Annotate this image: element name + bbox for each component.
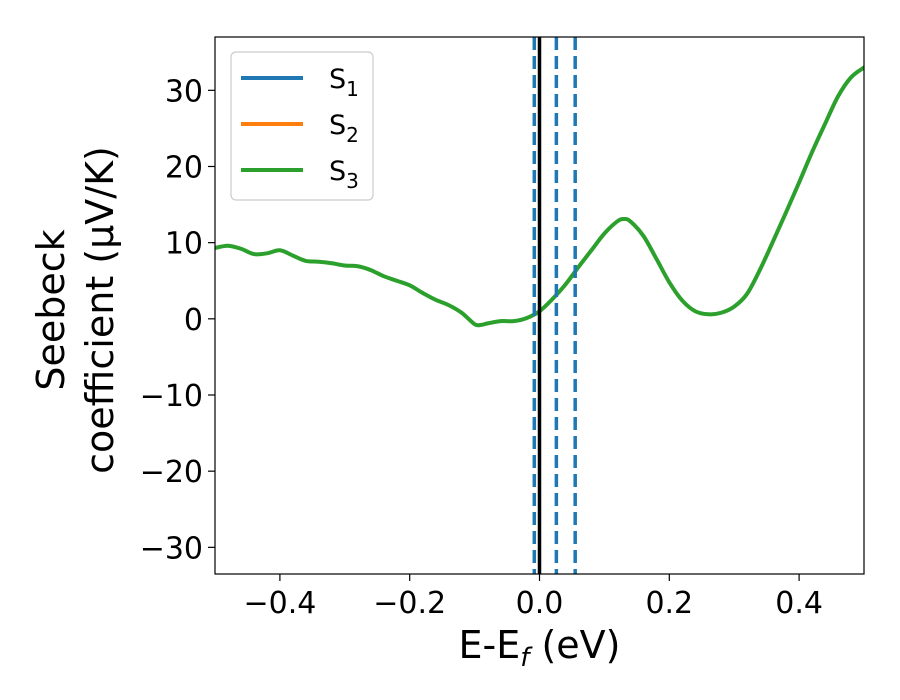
x-tick-label: 0.0	[516, 586, 564, 621]
y-tick-label: 10	[165, 227, 203, 262]
y-tick-label: −10	[140, 379, 203, 414]
x-axis-label: E-Ef (eV)	[459, 623, 621, 673]
y-axis-ticks: −30 −20 −10 0 10 20 30	[140, 74, 215, 566]
y-axis-label-line2: coefficient (μV/K)	[78, 146, 122, 474]
x-tick-label: −0.4	[243, 586, 316, 621]
y-tick-label: −30	[140, 531, 203, 566]
y-tick-label: 20	[165, 150, 203, 185]
x-tick-label: −0.2	[373, 586, 446, 621]
x-tick-label: 0.2	[645, 586, 693, 621]
y-tick-label: 0	[184, 303, 203, 338]
x-axis-ticks: −0.4 −0.2 0.0 0.2 0.4	[243, 574, 823, 621]
y-axis-label: Seebeck coefficient (μV/K)	[29, 146, 122, 474]
x-tick-label: 0.4	[775, 586, 823, 621]
legend: S1 S2 S3	[230, 51, 374, 201]
legend-label-s1: S1	[329, 64, 359, 101]
legend-label-s3: S3	[329, 156, 359, 193]
x-axis-label-main: E-E	[459, 623, 521, 667]
y-tick-label: 30	[165, 74, 203, 109]
legend-label-s2: S2	[329, 110, 359, 147]
y-axis-label-line1: Seebeck	[29, 229, 73, 390]
x-axis-label-unit: (eV)	[529, 623, 620, 667]
vertical-lines-layer	[532, 37, 577, 574]
legend-entries: S1 S2 S3	[241, 64, 359, 193]
y-tick-label: −20	[140, 455, 203, 490]
